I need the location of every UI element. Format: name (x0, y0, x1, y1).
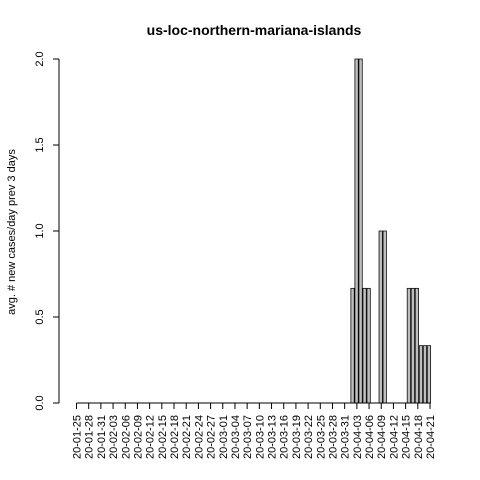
x-tick-label-20-01-28: 20-01-28 (84, 415, 96, 459)
x-tick-label-20-02-15: 20-02-15 (157, 415, 169, 459)
bar-20-04-05 (366, 287, 371, 404)
bar-20-04-20 (426, 345, 432, 404)
y-tick-label-2.0: 2.0 (34, 51, 46, 66)
x-tick-label-20-02-24: 20-02-24 (193, 415, 205, 459)
x-tick-label-20-02-27: 20-02-27 (206, 415, 218, 459)
x-tick-label-20-04-09: 20-04-09 (376, 415, 388, 459)
x-tick-label-20-04-15: 20-04-15 (401, 415, 413, 459)
x-tick-label-20-04-03: 20-04-03 (352, 415, 364, 459)
bar-20-04-17 (414, 287, 419, 404)
x-tick-label-20-04-12: 20-04-12 (388, 415, 400, 459)
x-tick-label-20-03-22: 20-03-22 (303, 415, 315, 459)
bar-20-04-09 (382, 230, 387, 404)
x-tick-label-20-03-25: 20-03-25 (315, 415, 327, 459)
x-tick-label-20-02-21: 20-02-21 (181, 415, 193, 459)
bar-20-04-18 (418, 345, 423, 404)
x-tick-label-20-03-19: 20-03-19 (291, 415, 303, 459)
x-tick-label-20-03-01: 20-03-01 (218, 415, 230, 459)
x-tick-label-20-01-25: 20-01-25 (72, 415, 84, 459)
bar-20-04-15 (406, 287, 411, 404)
x-tick-label-20-02-03: 20-02-03 (108, 415, 120, 459)
x-tick-label-20-04-21: 20-04-21 (425, 415, 437, 459)
x-tick-label-20-03-04: 20-03-04 (230, 415, 242, 459)
y-axis: 0.0 0.5 1.0 1.5 2.0 (34, 51, 60, 411)
y-axis-label: avg. # new cases/day prev 3 days (6, 149, 18, 315)
bar-20-04-01 (350, 287, 355, 404)
bar-20-04-02 (354, 58, 359, 404)
x-tick-label-20-04-18: 20-04-18 (413, 415, 425, 459)
x-tick-label-20-02-18: 20-02-18 (169, 415, 181, 459)
bar-20-04-16 (410, 287, 415, 404)
bar-20-04-03 (358, 58, 363, 404)
x-tick-label-20-02-12: 20-02-12 (145, 415, 157, 459)
x-tick-label-20-01-31: 20-01-31 (96, 415, 108, 459)
x-tick-label-20-03-13: 20-03-13 (267, 415, 279, 459)
x-tick-label-20-02-09: 20-02-09 (132, 415, 144, 459)
chart-title: us-loc-northern-mariana-islands (147, 22, 362, 38)
y-tick-label-1.5: 1.5 (34, 137, 46, 152)
x-axis: 20-01-25 20-01-28 20-01-31 20-02-03 20-02-06… (72, 402, 437, 459)
x-tick-label-20-02-06: 20-02-06 (120, 415, 132, 459)
x-tick-label-20-04-06: 20-04-06 (364, 415, 376, 459)
x-tick-label-20-03-07: 20-03-07 (242, 415, 254, 459)
y-tick-label-0.0: 0.0 (34, 395, 46, 410)
bar-20-04-19 (422, 345, 427, 404)
y-tick-label-0.5: 0.5 (34, 309, 46, 324)
bar-20-04-04 (362, 287, 367, 404)
x-tick-label-20-03-31: 20-03-31 (340, 415, 352, 459)
bar-20-04-08 (378, 230, 383, 404)
x-tick-label-20-03-10: 20-03-10 (254, 415, 266, 459)
x-tick-label-20-03-28: 20-03-28 (327, 415, 339, 459)
bar-series (350, 58, 432, 404)
x-tick-label-20-03-16: 20-03-16 (279, 415, 291, 459)
y-tick-label-1.0: 1.0 (34, 223, 46, 238)
